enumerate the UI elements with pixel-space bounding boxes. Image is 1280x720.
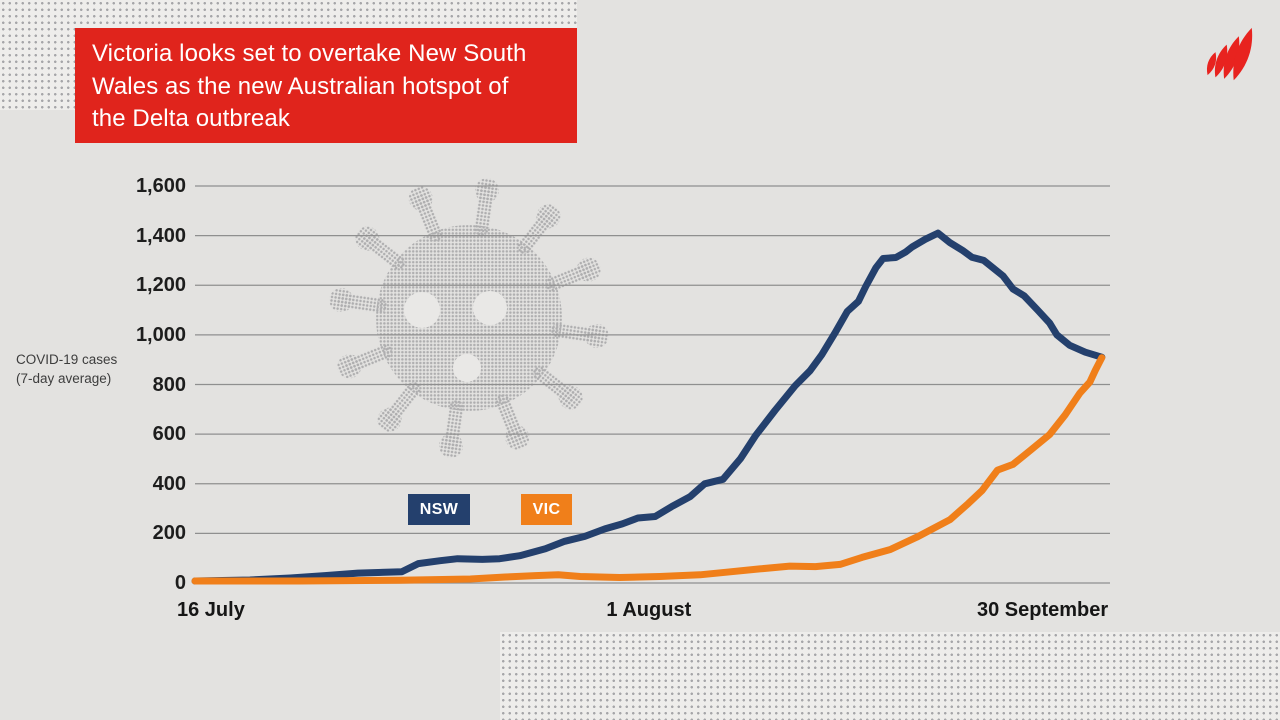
legend-nsw-label: NSW bbox=[419, 500, 459, 518]
y-tick-label: 0 bbox=[174, 572, 186, 594]
sbs-logo-icon bbox=[1206, 27, 1253, 81]
headline-line-3: the Delta outbreak bbox=[92, 105, 290, 132]
y-axis-title: COVID-19 cases (7-day average) bbox=[16, 350, 117, 388]
x-axis-label: 30 September bbox=[976, 599, 1109, 621]
y-tick-label: 1,200 bbox=[135, 274, 186, 297]
vic-line bbox=[191, 354, 1106, 585]
x-axis-label: 16 July bbox=[177, 599, 245, 621]
legend-nsw: NSW bbox=[408, 494, 470, 525]
nsw-line bbox=[191, 229, 1106, 585]
dot-texture-bottom bbox=[500, 632, 1280, 720]
y-tick-label: 400 bbox=[152, 472, 186, 495]
y-tick-label: 1,600 bbox=[135, 175, 186, 197]
y-tick-label: 1,000 bbox=[135, 323, 186, 346]
sbs-logo-flames bbox=[1206, 27, 1253, 81]
headline-line-2: Wales as the new Australian hotspot of bbox=[92, 72, 509, 100]
y-tick-label: 1,400 bbox=[135, 224, 186, 247]
x-axis-label: 1 August bbox=[606, 599, 692, 621]
y-tick-label: 800 bbox=[152, 373, 186, 396]
y-tick-label: 600 bbox=[152, 423, 186, 446]
headline: Victoria looks set to overtake New South… bbox=[75, 28, 577, 143]
y-axis-title-line-2: (7-day average) bbox=[16, 371, 112, 386]
virus-watermark-icon bbox=[329, 178, 609, 458]
headline-line-1: Victoria looks set to overtake New South bbox=[92, 40, 527, 67]
y-tick-label: 200 bbox=[152, 522, 186, 545]
y-axis-title-line-1: COVID-19 cases bbox=[16, 352, 118, 367]
legend-vic-label: VIC bbox=[532, 500, 561, 518]
legend-vic: VIC bbox=[521, 494, 572, 525]
